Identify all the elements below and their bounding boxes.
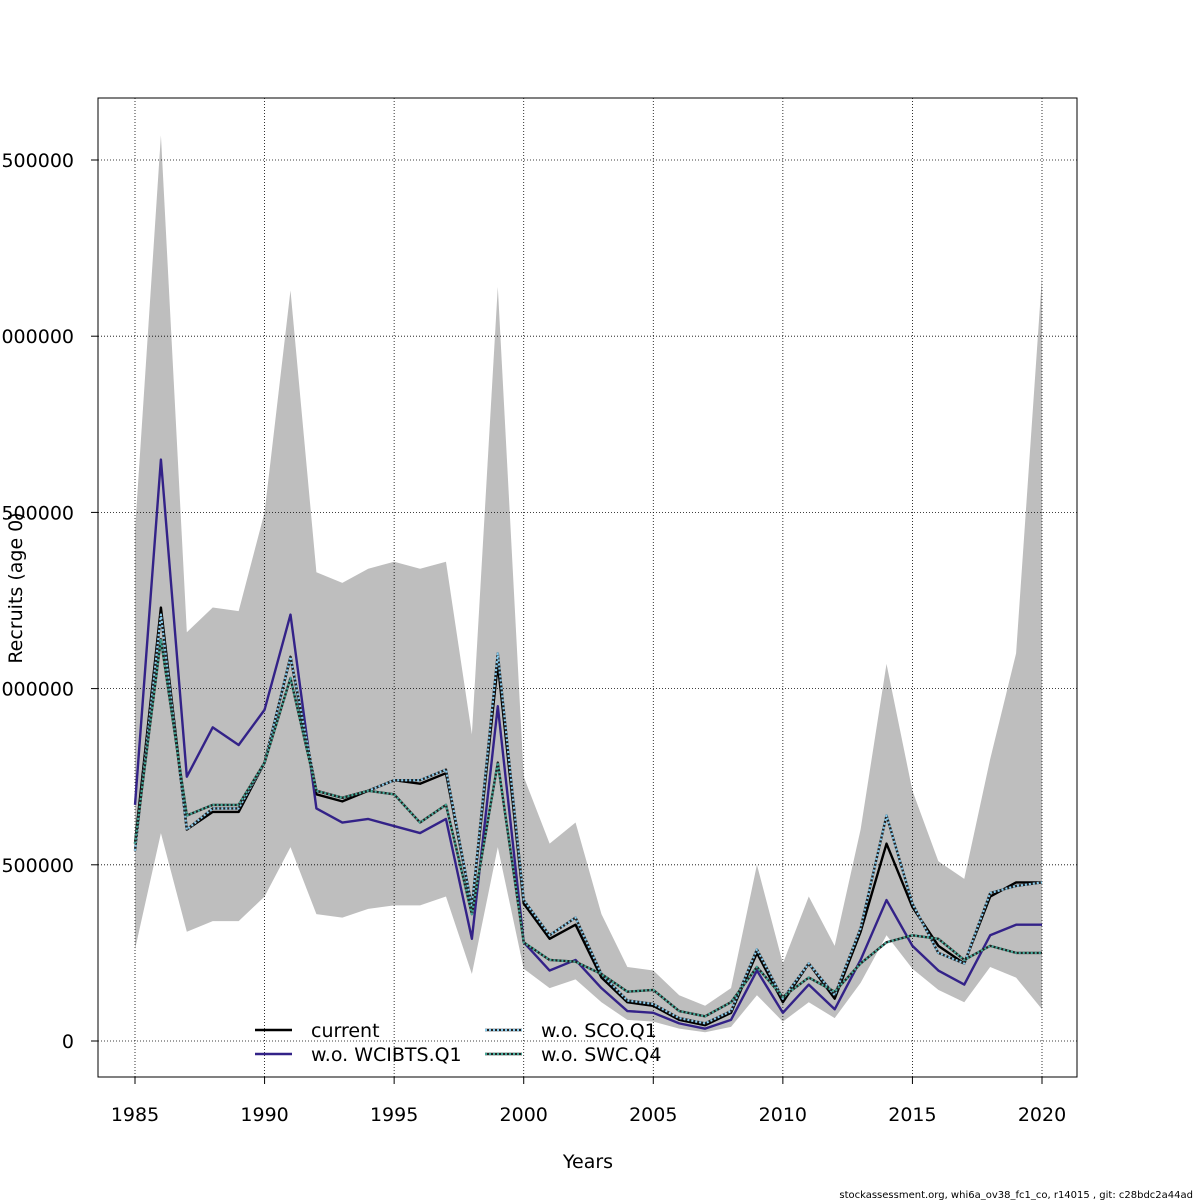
legend-label-current: current — [311, 1020, 380, 1042]
x-tick-label: 1995 — [370, 1104, 418, 1126]
confidence-band-area — [135, 135, 1042, 1033]
x-tick-label: 1985 — [111, 1104, 159, 1126]
y-tick-label: 1000000 — [0, 679, 74, 701]
y-tick-label: 500000 — [1, 855, 74, 877]
series-line-w-o-sco-q1 — [133, 613, 1043, 1025]
x-tick-label: 2015 — [888, 1104, 936, 1126]
footer-note: stockassessment.org, whi6a_ov38_fc1_co, … — [839, 1190, 1193, 1200]
y-axis-title: Recruits (age 0) — [5, 512, 27, 663]
y-tick-label: 2500000 — [0, 150, 74, 172]
x-tick-label: 2000 — [500, 1104, 548, 1126]
series-lines — [133, 458, 1043, 1030]
x-axis: 1985 1990 1995 2000 2005 2010 2015 2020 — [111, 1076, 1066, 1126]
grid — [98, 98, 1077, 1077]
y-tick-label: 1500000 — [0, 502, 74, 524]
series-line-w-o-swc-q4 — [133, 638, 1042, 1018]
x-tick-label: 2020 — [1018, 1104, 1066, 1126]
confidence-band — [135, 135, 1042, 1033]
series-line-w-o-wcibts-q1 — [133, 458, 1042, 1030]
legend-label-w-o-sco-q1: w.o. SCO.Q1 — [541, 1020, 657, 1042]
y-tick-label: 2000000 — [0, 326, 74, 348]
x-axis-title: Years — [562, 1151, 613, 1173]
y-tick-label: 0 — [62, 1031, 74, 1053]
legend-label-w-o-swc-q4: w.o. SWC.Q4 — [541, 1044, 661, 1066]
legend-label-w-o-wcibts-q1: w.o. WCIBTS.Q1 — [311, 1044, 462, 1066]
x-tick-label: 1990 — [240, 1104, 288, 1126]
x-tick-label: 2005 — [629, 1104, 677, 1126]
y-axis: 0 500000 1000000 1500000 2000000 2500000 — [0, 150, 99, 1053]
x-tick-label: 2010 — [759, 1104, 807, 1126]
